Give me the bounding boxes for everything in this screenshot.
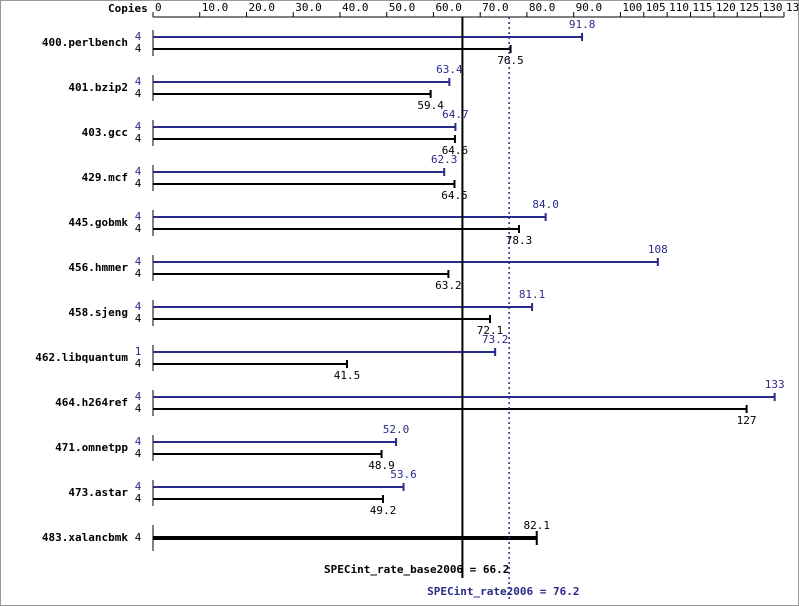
value-label: 63.4 [436, 63, 463, 76]
category-label: 458.sjeng [68, 306, 128, 319]
copies-label: 4 [135, 390, 142, 403]
copies-label: 4 [135, 75, 142, 88]
value-label: 63.2 [435, 279, 462, 292]
copies-label: 4 [135, 531, 142, 544]
copies-label: 4 [135, 177, 142, 190]
category-label: 445.gobmk [68, 216, 128, 229]
x-tick-label: 70.0 [482, 1, 509, 14]
category-label: 483.xalancbmk [42, 531, 128, 544]
x-tick-label: 50.0 [389, 1, 416, 14]
copies-label: 4 [135, 255, 142, 268]
value-label: 76.5 [497, 54, 524, 67]
x-tick-label: 105 [646, 1, 666, 14]
value-label: 81.1 [519, 288, 546, 301]
category-label: 464.h264ref [55, 396, 128, 409]
x-tick-label: 10.0 [202, 1, 229, 14]
copies-label: 4 [135, 87, 142, 100]
x-tick-label: 80.0 [529, 1, 556, 14]
copies-label: 4 [135, 120, 142, 133]
value-label: 59.4 [417, 99, 444, 112]
copies-label: 4 [135, 312, 142, 325]
x-tick-label: 130 [763, 1, 783, 14]
copies-label: 4 [135, 402, 142, 415]
category-label: 429.mcf [82, 171, 128, 184]
value-label: 91.8 [569, 18, 596, 31]
category-label: 473.astar [68, 486, 128, 499]
category-label: 400.perlbench [42, 36, 128, 49]
copies-header: Copies [108, 2, 148, 15]
value-label: 72.1 [477, 324, 504, 337]
x-tick-label: 135 [786, 1, 799, 14]
value-label: 78.3 [506, 234, 533, 247]
value-label: 52.0 [383, 423, 410, 436]
category-label: 403.gcc [82, 126, 128, 139]
copies-label: 4 [135, 222, 142, 235]
x-tick-label: 120 [716, 1, 736, 14]
value-label: 127 [737, 414, 757, 427]
value-label: 82.1 [523, 519, 550, 532]
copies-label: 4 [135, 132, 142, 145]
x-tick-label: 60.0 [435, 1, 462, 14]
reference-label: SPECint_rate2006 = 76.2 [427, 585, 579, 598]
value-label: 53.6 [390, 468, 417, 481]
value-label: 73.2 [482, 333, 509, 346]
x-tick-label: 30.0 [295, 1, 322, 14]
copies-label: 4 [135, 492, 142, 505]
category-label: 401.bzip2 [68, 81, 128, 94]
value-label: 108 [648, 243, 668, 256]
copies-label: 4 [135, 447, 142, 460]
copies-label: 4 [135, 480, 142, 493]
copies-label: 1 [135, 345, 142, 358]
value-label: 62.3 [431, 153, 458, 166]
x-tick-label: 115 [693, 1, 713, 14]
copies-label: 4 [135, 165, 142, 178]
x-tick-label: 40.0 [342, 1, 369, 14]
value-label: 48.9 [368, 459, 395, 472]
x-tick-label: 100 [622, 1, 642, 14]
value-label: 84.0 [532, 198, 559, 211]
value-label: 64.7 [442, 108, 469, 121]
copies-label: 4 [135, 267, 142, 280]
copies-label: 4 [135, 30, 142, 43]
x-tick-label: 90.0 [576, 1, 603, 14]
value-label: 41.5 [334, 369, 361, 382]
x-tick-label: 0 [155, 1, 162, 14]
copies-label: 4 [135, 435, 142, 448]
copies-label: 4 [135, 357, 142, 370]
category-label: 456.hmmer [68, 261, 128, 274]
x-tick-label: 125 [739, 1, 759, 14]
copies-label: 4 [135, 300, 142, 313]
value-label: 49.2 [370, 504, 397, 517]
category-label: 471.omnetpp [55, 441, 128, 454]
value-label: 133 [765, 378, 785, 391]
reference-label: SPECint_rate_base2006 = 66.2 [324, 563, 509, 576]
x-tick-label: 110 [669, 1, 689, 14]
value-label: 64.5 [441, 189, 468, 202]
copies-label: 4 [135, 42, 142, 55]
copies-label: 4 [135, 210, 142, 223]
category-label: 462.libquantum [35, 351, 128, 364]
x-tick-label: 20.0 [248, 1, 275, 14]
